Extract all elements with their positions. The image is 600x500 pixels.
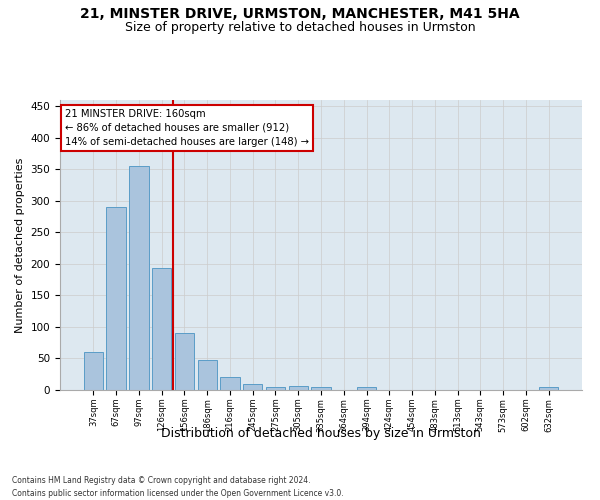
Bar — [84, 352, 103, 390]
Y-axis label: Number of detached properties: Number of detached properties — [15, 158, 25, 332]
Text: Contains HM Land Registry data © Crown copyright and database right 2024.
Contai: Contains HM Land Registry data © Crown c… — [12, 476, 344, 498]
Bar — [106, 207, 126, 390]
Text: 21, MINSTER DRIVE, URMSTON, MANCHESTER, M41 5HA: 21, MINSTER DRIVE, URMSTON, MANCHESTER, … — [80, 8, 520, 22]
Text: Size of property relative to detached houses in Urmston: Size of property relative to detached ho… — [125, 21, 475, 34]
Bar — [129, 166, 149, 390]
Bar — [220, 378, 239, 390]
Bar — [175, 332, 194, 390]
Bar — [152, 268, 172, 390]
Text: Distribution of detached houses by size in Urmston: Distribution of detached houses by size … — [161, 428, 481, 440]
Bar — [539, 387, 558, 390]
Bar — [357, 387, 376, 390]
Bar — [266, 387, 285, 390]
Bar — [197, 360, 217, 390]
Text: 21 MINSTER DRIVE: 160sqm
← 86% of detached houses are smaller (912)
14% of semi-: 21 MINSTER DRIVE: 160sqm ← 86% of detach… — [65, 108, 309, 146]
Bar — [311, 387, 331, 390]
Bar — [243, 384, 262, 390]
Bar — [289, 386, 308, 390]
